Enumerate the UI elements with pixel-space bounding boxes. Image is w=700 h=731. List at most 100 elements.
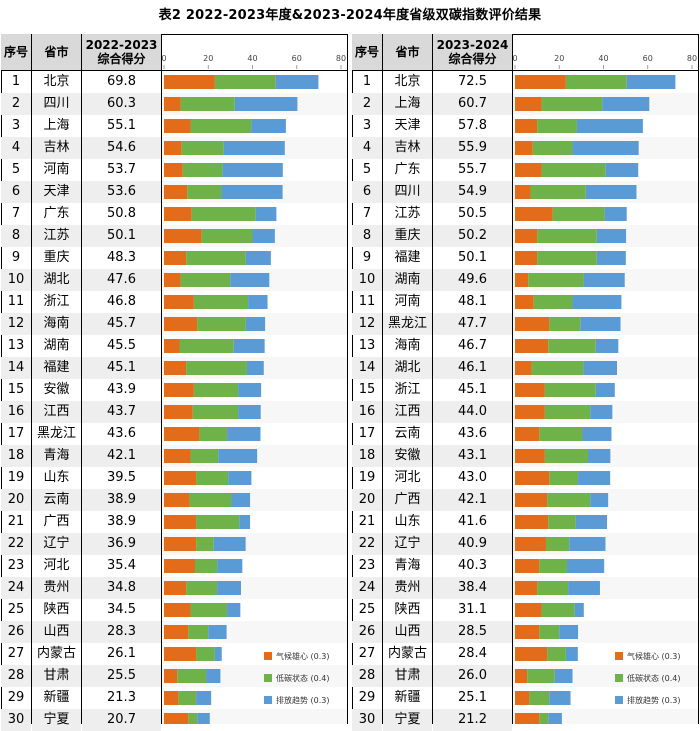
bar-lowcarbon — [191, 207, 256, 221]
bar-climate — [164, 471, 197, 485]
x-tick-label: 20 — [554, 54, 564, 63]
bar-climate — [164, 691, 179, 705]
score-cell: 50.2 — [433, 225, 512, 247]
score-cell: 40.3 — [458, 558, 487, 573]
table-row: 25 陕西 34.5 — [1, 599, 348, 621]
rank-cell: 4 — [352, 137, 382, 159]
bar-emission — [576, 119, 643, 133]
bar-lowcarbon — [196, 537, 214, 551]
province-cell: 海南 — [394, 338, 421, 353]
legend-swatch-emission — [264, 696, 272, 704]
bar-climate — [515, 207, 553, 221]
province-cell: 云南 — [394, 426, 421, 441]
rank-cell: 26 — [352, 621, 382, 643]
rank-cell: 3 — [11, 118, 21, 133]
province-cell: 广西 — [383, 489, 432, 511]
bar-emission — [248, 295, 268, 309]
province-cell: 湖北 — [32, 269, 81, 291]
bar-climate — [164, 383, 194, 397]
page-title: 表2 2022-2023年度&2023-2024年度省级双碳指数评价结果 — [158, 8, 542, 23]
table-row: 14 福建 45.1 — [1, 357, 348, 379]
bar-climate — [164, 185, 188, 199]
bar-emission — [227, 427, 261, 441]
bar-climate — [164, 515, 197, 529]
bar-emission — [585, 185, 637, 199]
table-row: 1 北京 69.8 — [1, 71, 348, 93]
rank-cell: 21 — [7, 514, 25, 529]
province-cell: 广东 — [43, 206, 70, 221]
x-tick-label: 60 — [292, 54, 302, 63]
bar-lowcarbon — [527, 669, 555, 683]
header-seq: 序号 — [1, 34, 31, 70]
x-tick-label: 80 — [687, 54, 697, 63]
bar-emission — [245, 317, 266, 331]
rank-cell: 29 — [7, 690, 25, 705]
table-row: 24 贵州 34.8 — [1, 577, 348, 599]
score-cell: 26.1 — [107, 646, 136, 661]
table-row: 24 贵州 38.4 — [352, 577, 699, 599]
bar-emission — [605, 163, 639, 177]
bar-lowcarbon — [186, 581, 218, 595]
rank-cell: 18 — [1, 445, 31, 467]
bar-climate — [515, 75, 566, 89]
province-cell: 重庆 — [43, 250, 70, 265]
score-cell: 39.5 — [107, 470, 136, 485]
bar-lowcarbon — [196, 647, 215, 661]
score-cell: 57.8 — [458, 118, 487, 133]
bar-emission — [228, 471, 252, 485]
table-row: 3 上海 55.1 — [1, 115, 348, 137]
bar-climate — [164, 603, 191, 617]
bar-emission — [583, 361, 617, 375]
table-row: 4 吉林 54.6 — [1, 137, 348, 159]
rank-cell: 6 — [352, 181, 382, 203]
province-cell: 青海 — [394, 558, 421, 573]
bar-lowcarbon — [196, 471, 229, 485]
score-cell: 45.5 — [107, 338, 136, 353]
bar-lowcarbon — [547, 493, 591, 507]
province-cell: 湖南 — [43, 338, 70, 353]
score-cell: 69.8 — [107, 74, 136, 89]
province-cell: 江苏 — [394, 206, 421, 221]
rank-cell: 27 — [7, 646, 25, 661]
bar-lowcarbon — [177, 669, 207, 683]
bar-lowcarbon — [190, 119, 252, 133]
table-row: 5 广东 55.7 — [352, 159, 699, 181]
bar-climate — [164, 295, 194, 309]
header-score-year: 2022-2023 — [85, 38, 158, 52]
bar-lowcarbon — [549, 317, 581, 331]
bar-climate — [515, 383, 545, 397]
bar-climate — [515, 581, 538, 595]
bar-climate — [164, 581, 187, 595]
bar-climate — [515, 691, 530, 705]
bar-climate — [515, 449, 545, 463]
rank-cell: 5 — [362, 162, 372, 177]
rank-cell: 2 — [1, 93, 31, 115]
table-row: 10 湖南 49.6 — [352, 269, 699, 291]
bar-climate — [515, 185, 531, 199]
bar-emission — [208, 625, 227, 639]
table-row: 12 黑龙江 47.7 — [352, 313, 699, 335]
bar-climate — [164, 449, 191, 463]
province-cell: 广东 — [394, 162, 421, 177]
legend-label-emission: 排放趋势 (0.3) — [627, 695, 681, 705]
bar-emission — [604, 207, 627, 221]
score-cell: 55.9 — [433, 137, 512, 159]
bar-emission — [559, 625, 579, 639]
province-cell: 吉林 — [32, 137, 81, 159]
bar-emission — [233, 339, 265, 353]
province-cell: 上海 — [383, 93, 432, 115]
bar-emission — [230, 273, 270, 287]
score-cell: 38.9 — [107, 514, 136, 529]
legend-swatch-lowcarbon — [264, 674, 272, 682]
bar-emission — [238, 383, 262, 397]
bar-climate — [164, 669, 178, 683]
bar-lowcarbon — [190, 603, 228, 617]
table-row: 10 湖北 47.6 — [1, 269, 348, 291]
bar-emission — [231, 493, 251, 507]
score-cell: 31.1 — [458, 602, 487, 617]
province-cell: 江西 — [383, 401, 432, 423]
bar-emission — [217, 581, 241, 595]
table-row: 17 黑龙江 43.6 — [1, 423, 348, 445]
legend-label-lowcarbon: 低碳状态 (0.4) — [627, 673, 681, 683]
province-cell: 广西 — [43, 514, 70, 529]
